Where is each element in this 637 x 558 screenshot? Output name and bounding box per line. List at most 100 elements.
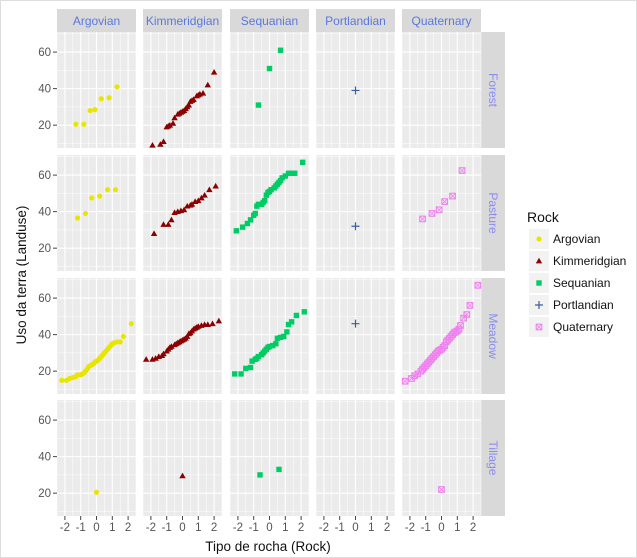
data-point-sequanian <box>292 170 298 176</box>
panel-meadow-kimmeridgian <box>142 278 223 394</box>
data-point-kimmeridgian <box>212 182 219 189</box>
panel-tillage-kimmeridgian <box>142 400 223 516</box>
y-tick-label: 60 <box>38 415 51 427</box>
data-point-quaternary <box>428 210 436 217</box>
data-point-kimmeridgian <box>201 191 208 198</box>
data-point-argovian <box>89 195 95 201</box>
data-point-kimmeridgian <box>215 317 223 324</box>
data-point-argovian <box>117 339 123 345</box>
legend-item-kimmeridgian: Kimmeridgian <box>529 251 626 271</box>
row-strip-meadow <box>481 278 505 394</box>
data-point-kimmeridgian <box>209 320 216 327</box>
column-strip-label: Portlandian <box>325 14 386 28</box>
x-tick-label: -2 <box>319 522 329 534</box>
data-point-sequanian <box>249 358 255 364</box>
row-strip-forest <box>481 32 505 148</box>
panel-forest-kimmeridgian <box>142 32 223 148</box>
x-tick-label: -1 <box>421 522 431 534</box>
y-tick-label: 60 <box>38 293 51 305</box>
column-strip-sequanian <box>230 9 309 32</box>
y-tick-label: 40 <box>38 452 51 464</box>
panel-meadow-argovian <box>56 278 137 394</box>
x-tick-label: 2 <box>298 522 304 534</box>
data-point-kimmeridgian <box>206 186 213 193</box>
y-tick-label: 20 <box>38 488 51 500</box>
column-strip-label: Quaternary <box>411 14 471 28</box>
data-point-kimmeridgian <box>152 355 159 361</box>
data-point-sequanian <box>247 217 254 223</box>
data-point-sequanian <box>288 170 295 176</box>
data-point-sequanian <box>277 47 284 53</box>
x-tick-label: -1 <box>335 522 345 534</box>
column-strip-portlandian <box>316 9 395 32</box>
data-point-sequanian <box>285 170 292 176</box>
x-tick-label: 1 <box>454 522 460 534</box>
data-point-kimmeridgian <box>180 206 188 213</box>
column-strip-kimmeridgian <box>143 9 222 32</box>
data-point-kimmeridgian <box>160 138 167 145</box>
data-point-quaternary <box>435 206 443 214</box>
x-tick-label: -1 <box>249 522 259 534</box>
data-point-sequanian <box>277 177 284 184</box>
legend-item-sequanian: Sequanian <box>529 273 610 293</box>
panel-pasture-kimmeridgian <box>142 155 223 271</box>
legend-label: Quaternary <box>553 320 613 334</box>
data-point-kimmeridgian <box>190 96 197 102</box>
legend-title: Rock <box>527 209 560 225</box>
data-point-sequanian <box>266 65 273 72</box>
data-point-portlandian <box>351 319 360 328</box>
data-point-sequanian <box>257 472 263 478</box>
data-point-sequanian <box>288 319 295 325</box>
panel-forest-argovian <box>56 32 137 148</box>
data-point-kimmeridgian <box>168 216 175 223</box>
column-strip-argovian <box>57 9 136 32</box>
data-point-kimmeridgian <box>169 120 177 126</box>
x-tick-label: 0 <box>93 522 99 534</box>
data-point-quaternary <box>466 302 474 309</box>
data-point-kimmeridgian <box>149 142 156 148</box>
x-tick-label: 0 <box>266 522 272 534</box>
y-tick-label: 20 <box>38 120 51 132</box>
row-strip-label: Forest <box>486 73 500 108</box>
data-point-kimmeridgian <box>204 321 211 327</box>
x-tick-label: -1 <box>162 522 172 534</box>
x-tick-label: -2 <box>146 522 156 534</box>
x-tick-label: 2 <box>211 522 217 534</box>
data-point-kimmeridgian <box>185 101 193 108</box>
data-point-kimmeridgian <box>150 230 158 236</box>
data-point-argovian <box>82 210 89 217</box>
x-tick-label: 0 <box>438 522 444 534</box>
data-point-sequanian <box>299 159 306 166</box>
data-point-kimmeridgian <box>165 221 172 227</box>
panel-pasture-sequanian <box>229 155 310 271</box>
data-point-sequanian <box>232 371 238 377</box>
data-point-quaternary <box>449 192 456 200</box>
column-strip-label: Argovian <box>73 14 120 28</box>
x-tick-label: 1 <box>368 522 374 534</box>
panel-tillage-quaternary <box>401 400 482 516</box>
panel-pasture-portlandian <box>315 155 396 271</box>
panel-pasture-argovian <box>56 155 137 271</box>
panel-forest-sequanian <box>229 32 310 148</box>
panel-tillage-argovian <box>56 400 137 516</box>
x-tick-label: 2 <box>125 522 131 534</box>
data-point-argovian <box>98 96 104 102</box>
data-point-sequanian <box>285 321 292 328</box>
row-strip-pasture <box>481 155 505 271</box>
data-point-sequanian <box>293 312 300 319</box>
data-point-sequanian <box>277 334 284 341</box>
data-point-argovian <box>106 95 112 101</box>
legend-marker-icon <box>536 280 542 286</box>
data-point-quaternary <box>457 322 464 329</box>
data-point-sequanian <box>233 228 240 234</box>
x-tick-label: 2 <box>470 522 476 534</box>
data-point-sequanian <box>252 210 258 217</box>
data-point-argovian <box>74 215 81 221</box>
column-strip-quaternary <box>402 9 481 32</box>
legend-label: Portlandian <box>553 298 614 312</box>
x-tick-label: 1 <box>195 522 201 534</box>
data-point-argovian <box>59 377 65 383</box>
y-tick-label: 40 <box>38 84 51 96</box>
data-point-sequanian <box>284 329 290 335</box>
data-point-kimmeridgian <box>210 68 218 75</box>
